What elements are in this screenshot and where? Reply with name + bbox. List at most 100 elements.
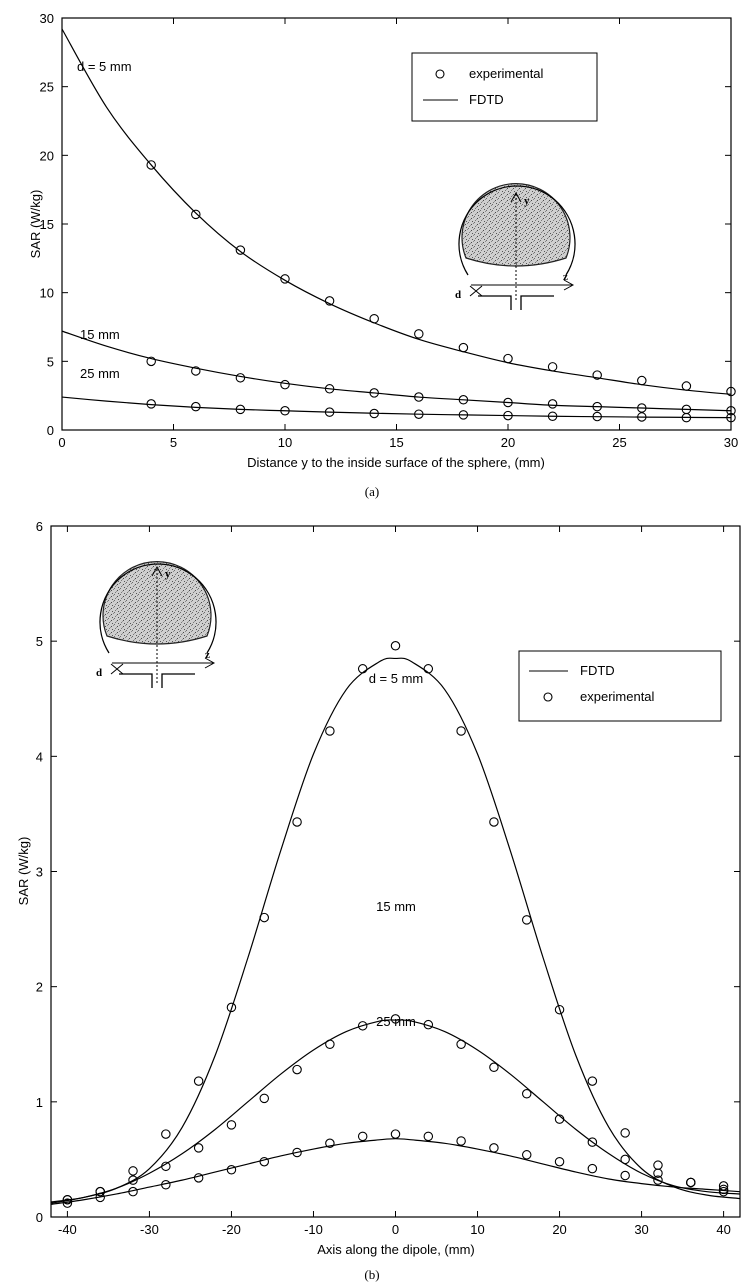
sphere-shell-a: [458, 185, 576, 276]
x-tick-label: 0: [58, 435, 65, 450]
y-tick-label: 5: [47, 354, 54, 369]
dipole-b: [119, 673, 195, 688]
legend-box-b: [518, 650, 722, 722]
experimental-point-d-5-mm-b: [653, 1160, 663, 1170]
x-tick-label: 30: [634, 1222, 648, 1237]
y-axis-label-b: SAR (W/kg): [16, 837, 31, 906]
experimental-point-25-mm-b: [686, 1177, 696, 1188]
experimental-point-15-mm-b: [653, 1168, 663, 1178]
data-points-a: [146, 160, 736, 423]
experimental-point-d-5-mm-a: [191, 209, 201, 220]
experimental-point-d-5-mm-b: [521, 915, 532, 925]
data-points-b: [62, 641, 729, 1208]
experimental-point-25-mm-b: [620, 1170, 630, 1181]
legend-label-experimental-b: experimental: [580, 689, 655, 704]
experimental-point-15-mm-b: [226, 1120, 237, 1130]
experimental-point-d-5-mm-b: [357, 664, 368, 674]
experimental-point-d-5-mm-b: [161, 1129, 171, 1139]
experimental-point-25-mm-b: [193, 1173, 204, 1183]
annotation-25mm-b: 25 mm: [376, 1014, 416, 1029]
y-arrowhead-b: [151, 565, 163, 577]
fdtd-curves-b: [50, 657, 741, 1205]
y-tick-label: 0: [36, 1210, 43, 1225]
experimental-point-d-5-mm-b: [390, 641, 401, 651]
y-arrowhead-a: [510, 191, 522, 203]
dipole-a: [478, 295, 554, 310]
experimental-point-15-mm-b: [259, 1093, 270, 1104]
experimental-point-25-mm-b: [259, 1156, 270, 1167]
experimental-point-25-mm-b: [587, 1163, 598, 1174]
legend-label-experimental-a: experimental: [469, 66, 544, 81]
z-arrowhead-a: [563, 279, 575, 291]
experimental-point-d-5-mm-a: [547, 362, 558, 372]
legend-b: FDTD experimental: [518, 650, 722, 722]
experimental-point-d-5-mm-b: [456, 726, 466, 736]
sphere-diagram-a: y z d: [455, 183, 576, 310]
x-tick-label: -20: [222, 1222, 241, 1237]
experimental-point-d-5-mm-a: [592, 370, 602, 380]
panel-a: 0 5 10 15 20 25 30 0 5 10 15 20 25 30 SAR (W/kg) Dist…: [28, 11, 738, 499]
y-axis-label-a: SAR (W/kg): [28, 190, 43, 259]
x-axis-label-a: Distance y to the inside surface of the …: [247, 455, 545, 470]
experimental-point-15-mm-a: [235, 373, 246, 383]
caption-b: (b): [364, 1267, 379, 1282]
experimental-point-d-5-mm-a: [726, 386, 736, 397]
fdtd-curves-a: [61, 28, 732, 419]
x-tick-label: -40: [58, 1222, 77, 1237]
x-tick-label: 30: [724, 435, 738, 450]
x-tick-label: 25: [612, 435, 626, 450]
annotation-d5-b: d = 5 mm: [369, 671, 424, 686]
experimental-point-25-mm-b: [489, 1143, 499, 1153]
fdtd-curve-15-mm-b: [50, 1019, 741, 1204]
experimental-point-d-5-mm-b: [292, 817, 302, 827]
experimental-point-15-mm-b: [587, 1137, 598, 1147]
experimental-point-d-5-mm-b: [325, 726, 335, 736]
x-tick-label: 40: [716, 1222, 730, 1237]
experimental-point-15-mm-a: [280, 379, 290, 390]
annotation-15mm-b: 15 mm: [376, 899, 416, 914]
gap-marker-a: [469, 285, 483, 297]
y-tick-label: 30: [40, 11, 54, 26]
inset-d-label-b: d: [96, 667, 102, 679]
experimental-point-d-5-mm-b: [587, 1076, 598, 1086]
tick-marks-b: -40 -30 -20 -10 0 10 20 30 40 0 1 2 3 4 5 6: [36, 519, 740, 1237]
experimental-point-15-mm-a: [547, 399, 558, 409]
experimental-point-15-mm-b: [489, 1062, 499, 1073]
x-tick-label: 15: [389, 435, 403, 450]
x-axis-label-b: Axis along the dipole, (mm): [317, 1242, 475, 1257]
inset-d-label-a: d: [455, 289, 461, 301]
annotation-15mm-a: 15 mm: [80, 327, 120, 342]
legend-box-a: [411, 52, 598, 122]
plot-frame-a: [61, 17, 732, 431]
gap-marker-b: [110, 663, 124, 675]
sphere-shell-b: [99, 563, 217, 654]
legend-label-fdtd-a: FDTD: [469, 92, 504, 107]
x-tick-label: -30: [140, 1222, 159, 1237]
experimental-point-d-5-mm-b: [489, 817, 499, 827]
fdtd-curve-15-mm-a: [61, 330, 732, 412]
y-tick-label: 5: [36, 634, 43, 649]
y-tick-label: 10: [40, 286, 54, 301]
experimental-point-25-mm-b: [292, 1147, 302, 1158]
experimental-point-d-5-mm-a: [324, 296, 335, 306]
y-tick-label: 1: [36, 1095, 43, 1110]
annotation-d5-a: d = 5 mm: [77, 59, 132, 74]
experimental-point-d-5-mm-b: [718, 1186, 729, 1197]
experimental-point-25-mm-b: [521, 1150, 532, 1160]
experimental-point-15-mm-b: [521, 1089, 532, 1099]
experimental-point-d-5-mm-b: [226, 1002, 237, 1013]
y-tick-label: 4: [36, 749, 43, 764]
y-tick-label: 15: [40, 217, 54, 232]
experimental-point-d-5-mm-a: [414, 329, 424, 339]
y-tick-label: 2: [36, 980, 43, 995]
experimental-point-15-mm-a: [146, 356, 156, 367]
y-tick-label: 0: [47, 423, 54, 438]
experimental-point-15-mm-a: [191, 366, 201, 376]
y-tick-label: 20: [40, 148, 54, 163]
experimental-point-15-mm-b: [357, 1021, 368, 1031]
x-tick-label: -10: [304, 1222, 323, 1237]
y-tick-label: 3: [36, 865, 43, 880]
fdtd-curve-d-5-mm-a: [61, 28, 732, 395]
experimental-point-15-mm-b: [128, 1175, 138, 1185]
